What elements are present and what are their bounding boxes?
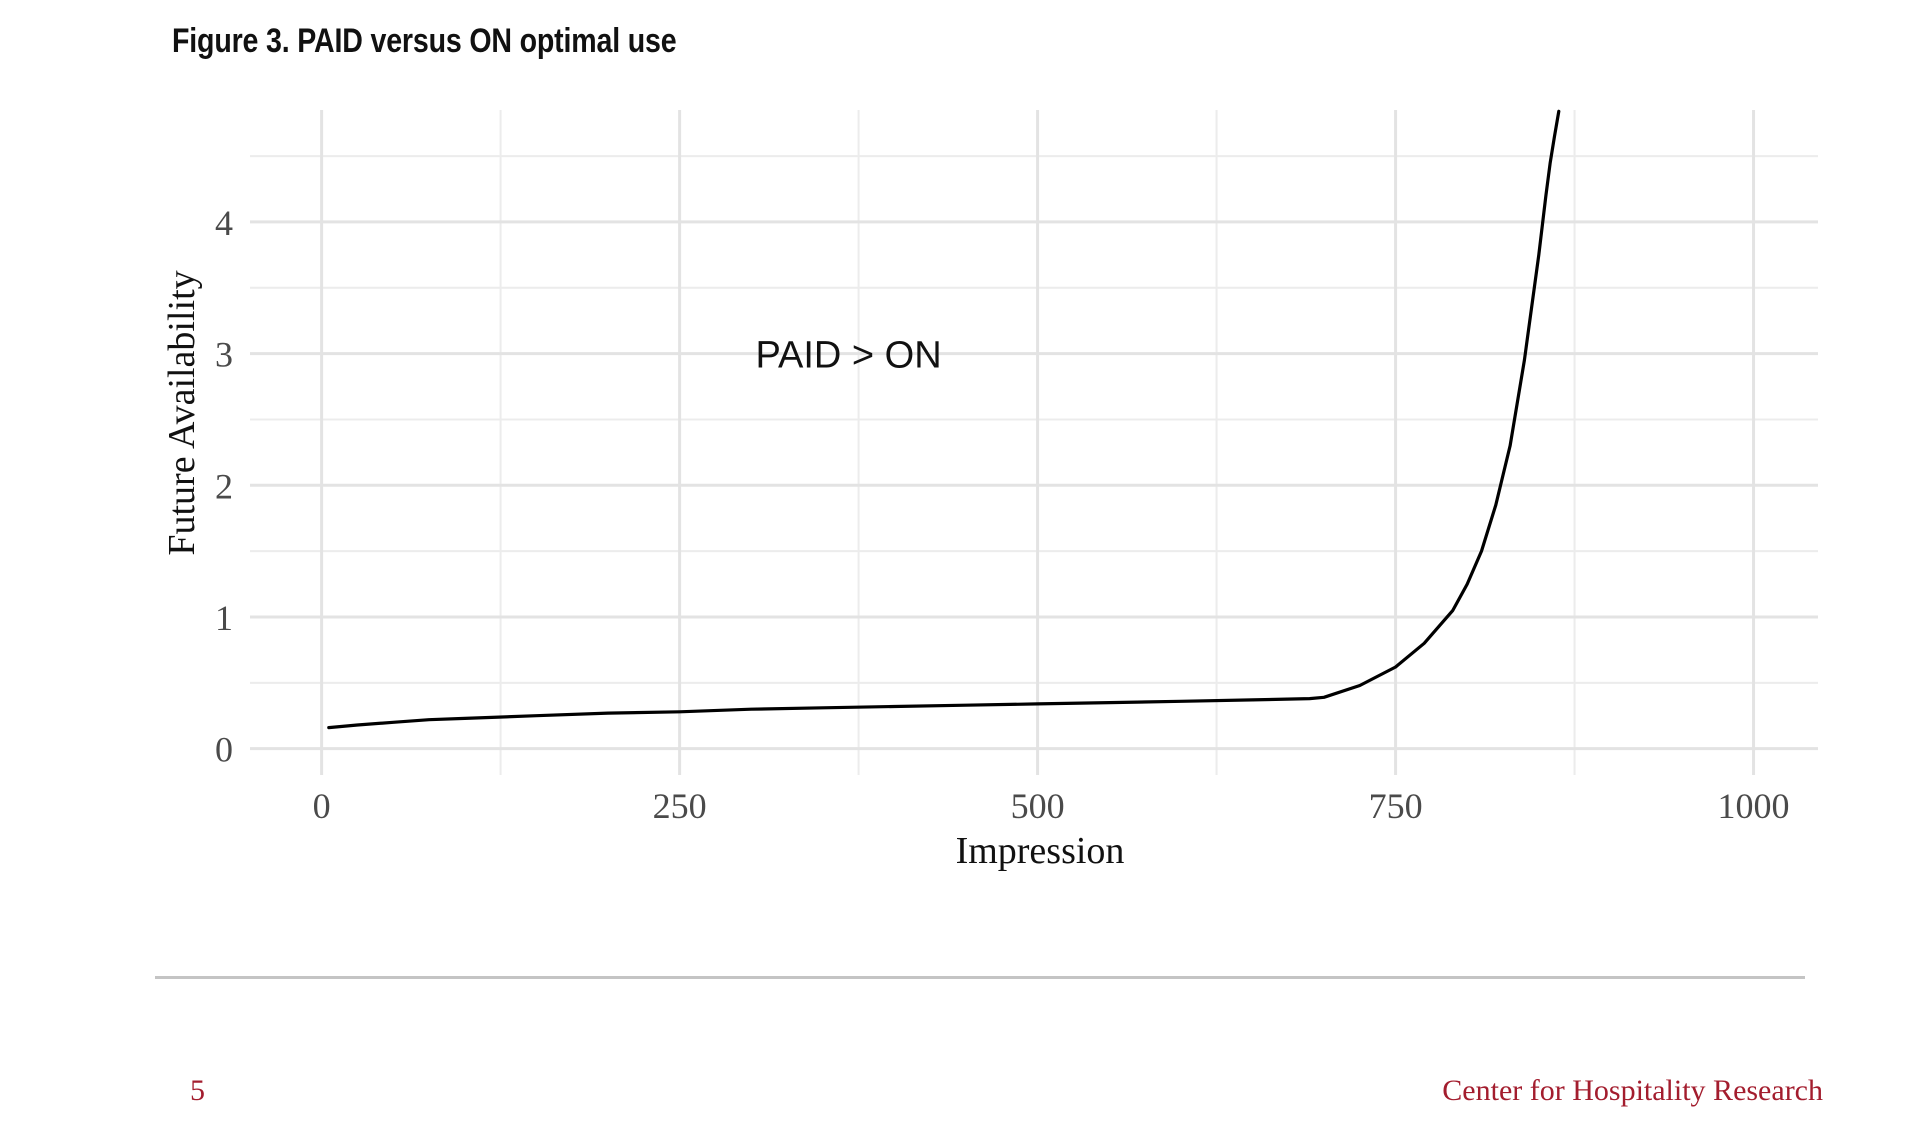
y-axis-tick-labels: 0 1 2 3 4 [215,203,233,770]
page-number: 5 [190,1074,205,1107]
x-axis-tick-labels: 0 250 500 750 1000 [313,786,1790,826]
x-tick-label: 500 [1011,786,1065,826]
x-tick-label: 250 [653,786,707,826]
footer-organization: Center for Hospitality Research [1442,1074,1823,1107]
y-tick-label: 1 [215,598,233,638]
x-tick-label: 750 [1369,786,1423,826]
x-tick-label: 1000 [1718,786,1790,826]
figure-title: Figure 3. PAID versus ON optimal use [172,22,677,60]
line-chart: 0 1 2 3 4 0 250 500 750 1000 PAID > ON Impressio… [161,109,1818,872]
y-tick-label: 2 [215,466,233,506]
series-lines [327,109,1561,730]
y-tick-label: 4 [215,203,233,243]
x-axis-label: Impression [956,830,1125,872]
series-line [327,109,1561,730]
minor-gridlines [250,110,1818,775]
chart-annotation: PAID > ON [755,335,941,377]
y-axis-label: Future Availability [161,270,203,555]
chart-annotations: PAID > ON [755,335,941,377]
major-gridlines [250,110,1818,775]
footer-divider [155,976,1805,979]
x-tick-label: 0 [313,786,331,826]
y-tick-label: 3 [215,335,233,375]
y-tick-label: 0 [215,730,233,770]
